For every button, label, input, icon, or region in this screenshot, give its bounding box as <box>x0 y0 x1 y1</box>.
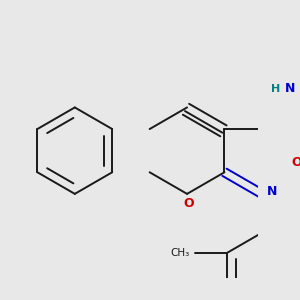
Text: O: O <box>183 196 194 209</box>
Text: N: N <box>267 185 278 198</box>
Text: CH₃: CH₃ <box>171 248 190 258</box>
Text: N: N <box>285 82 295 95</box>
Text: O: O <box>291 156 300 169</box>
Text: H: H <box>271 84 280 94</box>
